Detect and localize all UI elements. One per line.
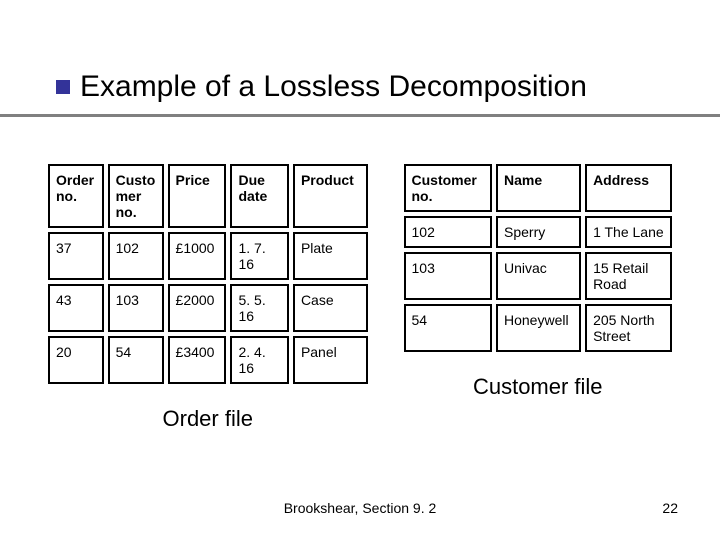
col-header: Due date xyxy=(230,164,288,228)
cell: 1. 7. 16 xyxy=(230,232,288,280)
cell: 43 xyxy=(48,284,104,332)
cell: Honeywell xyxy=(496,304,581,352)
table-header-row: Order no. Custo mer no. Price Due date P… xyxy=(48,164,368,228)
footer-citation: Brookshear, Section 9. 2 xyxy=(0,500,720,516)
table-row: 20 54 £3400 2. 4. 16 Panel xyxy=(48,336,368,384)
cell: Panel xyxy=(293,336,368,384)
col-header: Name xyxy=(496,164,581,212)
order-table: Order no. Custo mer no. Price Due date P… xyxy=(44,160,372,388)
order-table-wrap: Order no. Custo mer no. Price Due date P… xyxy=(44,160,372,432)
cell: £3400 xyxy=(168,336,227,384)
col-header: Customer no. xyxy=(404,164,493,212)
table-row: 102 Sperry 1 The Lane xyxy=(404,216,673,248)
customer-table: Customer no. Name Address 102 Sperry 1 T… xyxy=(400,160,677,356)
title-underline xyxy=(0,114,720,117)
cell: Univac xyxy=(496,252,581,300)
col-header: Order no. xyxy=(48,164,104,228)
cell: 2. 4. 16 xyxy=(230,336,288,384)
customer-table-caption: Customer file xyxy=(473,374,603,400)
table-row: 103 Univac 15 Retail Road xyxy=(404,252,673,300)
cell: 37 xyxy=(48,232,104,280)
cell: Sperry xyxy=(496,216,581,248)
col-header: Price xyxy=(168,164,227,228)
customer-table-wrap: Customer no. Name Address 102 Sperry 1 T… xyxy=(400,160,677,432)
cell: 1 The Lane xyxy=(585,216,672,248)
page-number: 22 xyxy=(662,500,678,516)
table-row: 37 102 £1000 1. 7. 16 Plate xyxy=(48,232,368,280)
cell: Plate xyxy=(293,232,368,280)
col-header: Address xyxy=(585,164,672,212)
table-row: 43 103 £2000 5. 5. 16 Case xyxy=(48,284,368,332)
cell: 5. 5. 16 xyxy=(230,284,288,332)
table-row: 54 Honeywell 205 North Street xyxy=(404,304,673,352)
cell: 54 xyxy=(404,304,493,352)
tables-container: Order no. Custo mer no. Price Due date P… xyxy=(44,160,676,432)
cell: £1000 xyxy=(168,232,227,280)
cell: 102 xyxy=(108,232,164,280)
slide-title: Example of a Lossless Decomposition xyxy=(80,70,587,104)
cell: £2000 xyxy=(168,284,227,332)
cell: 103 xyxy=(108,284,164,332)
cell: 103 xyxy=(404,252,493,300)
cell: 54 xyxy=(108,336,164,384)
cell: 20 xyxy=(48,336,104,384)
table-header-row: Customer no. Name Address xyxy=(404,164,673,212)
cell: 102 xyxy=(404,216,493,248)
cell: 15 Retail Road xyxy=(585,252,672,300)
slide: Example of a Lossless Decomposition Orde… xyxy=(0,0,720,540)
cell: 205 North Street xyxy=(585,304,672,352)
col-header: Custo mer no. xyxy=(108,164,164,228)
col-header: Product xyxy=(293,164,368,228)
title-bar: Example of a Lossless Decomposition xyxy=(56,70,700,104)
cell: Case xyxy=(293,284,368,332)
order-table-caption: Order file xyxy=(163,406,253,432)
title-bullet-square xyxy=(56,80,70,94)
